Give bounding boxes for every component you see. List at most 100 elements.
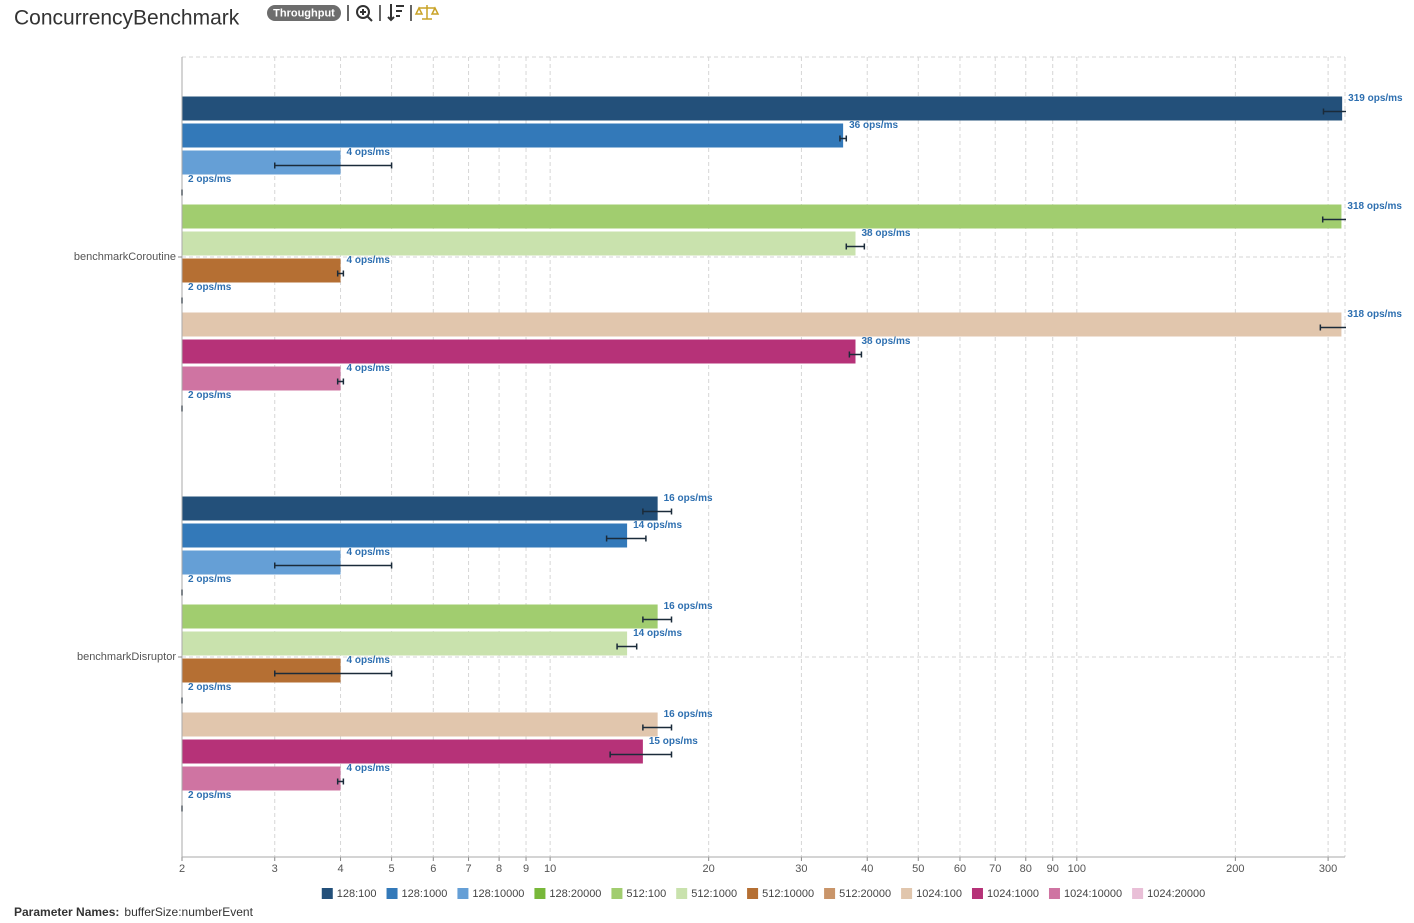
x-tick-label: 200 — [1226, 863, 1244, 875]
value-label: 4 ops/ms — [347, 147, 391, 158]
bar — [182, 312, 1342, 337]
legend-label: 128:1000 — [402, 888, 448, 900]
legend-label: 128:100 — [337, 888, 377, 900]
legend-swatch — [747, 888, 759, 899]
value-label: 4 ops/ms — [347, 655, 391, 666]
error-bar — [616, 643, 638, 650]
zoom-icon[interactable] — [356, 5, 373, 22]
error-bar — [1321, 216, 1346, 223]
bar — [182, 523, 628, 548]
error-bar — [605, 535, 647, 542]
legend-swatch — [321, 888, 333, 899]
error-bar — [1319, 324, 1346, 331]
bar — [182, 96, 1343, 121]
legend-swatch — [1132, 888, 1144, 899]
legend-label: 512:10000 — [762, 888, 814, 900]
y-tick-label: benchmarkDisruptor — [77, 651, 176, 663]
x-tick-label: 4 — [337, 863, 343, 875]
error-bar — [845, 243, 866, 250]
x-tick-label: 2 — [179, 863, 185, 875]
bar — [182, 550, 341, 575]
parameter-names: bufferSize:numberEvent — [124, 905, 253, 919]
value-label: 4 ops/ms — [347, 363, 391, 374]
error-bar — [848, 351, 863, 358]
error-bar — [609, 751, 673, 758]
x-tick-label: 70 — [989, 863, 1001, 875]
legend-label: 1024:100 — [916, 888, 962, 900]
legend-swatch — [1048, 888, 1060, 899]
badge-bg[interactable] — [267, 5, 341, 21]
x-tick-label: 80 — [1020, 863, 1032, 875]
x-tick-label: 90 — [1047, 863, 1059, 875]
x-tick-label: 60 — [954, 863, 966, 875]
bar — [182, 739, 643, 764]
error-bar — [336, 270, 345, 277]
x-tick-label: 30 — [795, 863, 807, 875]
x-tick-label: 20 — [703, 863, 715, 875]
bar — [182, 150, 341, 175]
chart-title: ConcurrencyBenchmark — [14, 7, 240, 30]
legend: 128:100 128:1000 128:10000 128:20000 512:100… — [321, 888, 1205, 900]
value-label: 4 ops/ms — [347, 255, 391, 266]
x-tick-label: 10 — [544, 863, 556, 875]
value-label: 2 ops/ms — [188, 282, 232, 293]
grid — [181, 56, 1346, 857]
balance-icon[interactable] — [414, 5, 440, 20]
bar — [182, 766, 341, 791]
value-label: 319 ops/ms — [1348, 93, 1403, 104]
value-label: 2 ops/ms — [188, 574, 232, 585]
x-tick-label: 3 — [272, 863, 278, 875]
legend-label: 512:100 — [626, 888, 666, 900]
value-label: 4 ops/ms — [347, 763, 391, 774]
badge[interactable]: Throughput — [273, 7, 335, 19]
value-label: 38 ops/ms — [861, 228, 910, 239]
error-bar — [1322, 108, 1346, 115]
legend-swatch — [457, 888, 469, 899]
y-tick-label: benchmarkCoroutine — [74, 251, 176, 263]
value-label: 14 ops/ms — [633, 628, 682, 639]
legend-swatch — [534, 888, 546, 899]
error-bar — [642, 616, 673, 623]
x-tick-label: 9 — [523, 863, 529, 875]
value-label: 36 ops/ms — [849, 120, 898, 131]
bar — [182, 496, 658, 521]
error-bar — [273, 670, 393, 677]
bar — [182, 366, 341, 391]
bar — [182, 631, 628, 656]
legend-label: 128:20000 — [549, 888, 601, 900]
value-label: 38 ops/ms — [861, 336, 910, 347]
legend-swatch — [824, 888, 836, 899]
value-label: 16 ops/ms — [664, 601, 713, 612]
value-label: 2 ops/ms — [188, 390, 232, 401]
value-label: 15 ops/ms — [649, 736, 698, 747]
x-tick-label: 300 — [1319, 863, 1337, 875]
bar — [182, 123, 844, 148]
error-bar — [642, 508, 673, 515]
legend-label: 512:1000 — [691, 888, 737, 900]
value-label: 2 ops/ms — [188, 174, 232, 185]
legend-label: 128:10000 — [472, 888, 524, 900]
legend-swatch — [676, 888, 688, 899]
legend-swatch — [611, 888, 623, 899]
bar — [182, 712, 658, 737]
value-label: 318 ops/ms — [1347, 201, 1402, 212]
error-bar — [273, 162, 393, 169]
x-tick-label: 7 — [465, 863, 471, 875]
legend-swatch — [901, 888, 913, 899]
x-tick-label: 100 — [1068, 863, 1086, 875]
error-bar — [336, 378, 345, 385]
value-label: 2 ops/ms — [188, 682, 232, 693]
value-label: 16 ops/ms — [664, 709, 713, 720]
legend-label: 1024:10000 — [1064, 888, 1122, 900]
error-bar — [642, 724, 673, 731]
sort-icon[interactable] — [387, 4, 404, 22]
value-label: 318 ops/ms — [1347, 309, 1402, 320]
error-bar — [336, 778, 345, 785]
bar — [182, 204, 1342, 229]
plot — [181, 96, 1346, 812]
legend-swatch — [386, 888, 398, 899]
x-tick-label: 40 — [861, 863, 873, 875]
legend-label: 1024:1000 — [987, 888, 1039, 900]
value-label: 4 ops/ms — [347, 547, 391, 558]
